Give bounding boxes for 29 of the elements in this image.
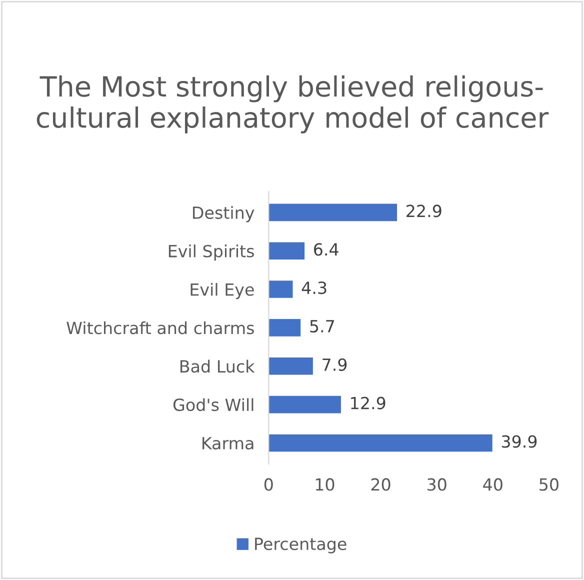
bar	[268, 319, 301, 336]
x-tick-label: 50	[540, 478, 558, 491]
data-label: 7.9	[322, 358, 347, 371]
chart-title: The Most strongly believed religous- cultural explanatory model of cancer	[36, 75, 549, 134]
data-label: 12.9	[351, 396, 386, 410]
x-tick-label: 40	[483, 478, 502, 491]
bar	[268, 396, 341, 414]
y-tick-label: Evil Eye	[190, 282, 254, 300]
bar	[268, 242, 305, 260]
data-label: 39.9	[502, 435, 537, 448]
bar	[268, 357, 313, 375]
x-tick-label: 30	[428, 478, 446, 491]
data-label: 6.4	[314, 243, 338, 256]
data-label: 22.9	[406, 204, 442, 218]
y-tick-label: Destiny	[193, 206, 254, 222]
data-label: 5.7	[310, 320, 334, 333]
x-tick-label: 0	[264, 478, 273, 491]
y-tick-label: God's Will	[173, 398, 254, 412]
data-label: 4.3	[302, 282, 326, 294]
y-tick-label: Witchcraft and charms	[66, 321, 254, 334]
legend-label: Percentage	[255, 538, 346, 554]
x-tick-label: 20	[371, 478, 390, 491]
bar	[268, 280, 293, 298]
y-tick-label: Karma	[202, 437, 254, 450]
bar	[268, 204, 398, 222]
y-tick-label: Evil Spirits	[168, 244, 254, 261]
bar	[268, 434, 492, 452]
y-tick-label: Bad Luck	[180, 360, 255, 373]
x-tick-label: 10	[316, 478, 334, 491]
